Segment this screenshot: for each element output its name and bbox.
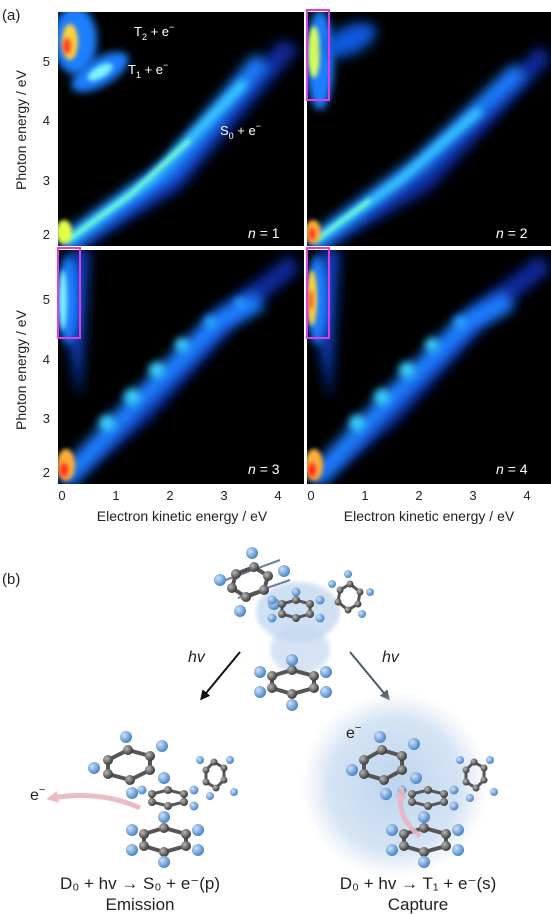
highlight-box: [306, 9, 330, 101]
x-tick: 1: [112, 488, 119, 503]
orbital-cloud: [270, 626, 330, 674]
n-label: n = 1: [248, 225, 280, 241]
capture-label: Capture: [388, 895, 448, 914]
molecule-top-4: [254, 654, 332, 711]
y-tick: 2: [43, 465, 50, 480]
map-n2: n = 2: [307, 12, 551, 246]
emission-label: Emission: [106, 895, 175, 914]
highlight-box: [57, 247, 81, 339]
molecule-top-2: [328, 570, 374, 618]
hv-arrow-right: [349, 651, 390, 701]
panel-a-label: (a): [2, 7, 20, 24]
hv-arrow-left: [200, 651, 241, 701]
x-tick: 2: [166, 488, 173, 503]
map-n4: n = 4: [307, 250, 551, 484]
n-label: n = 2: [496, 225, 528, 241]
y-tick: 4: [43, 113, 50, 128]
highlight-box: [306, 247, 330, 339]
molecule-top-3: [267, 587, 325, 623]
hv-label-right: hv: [382, 649, 400, 666]
map-background: [58, 12, 304, 246]
panel-b-label: (b): [2, 571, 20, 588]
x-axis-label-left: Electron kinetic energy / eV: [97, 508, 268, 524]
emission-equation: D₀ + hv → S₀ + e⁻(p): [60, 874, 220, 893]
molecule-top-1: [214, 547, 291, 617]
x-tick: 4: [523, 488, 530, 503]
x-tick: 3: [469, 488, 476, 503]
annotation-t2: T2 + e−: [134, 22, 174, 42]
x-tick: 1: [361, 488, 368, 503]
molecule-capture-4: [386, 811, 464, 868]
y-tick: 4: [43, 352, 50, 367]
x-tick: 0: [307, 488, 314, 503]
molecule-emission-2: [196, 756, 238, 800]
x-axis-label-right: Electron kinetic energy / eV: [344, 508, 515, 524]
y-tick: 5: [43, 292, 50, 307]
electron-label-capture: e−: [346, 722, 361, 742]
x-tick: 4: [274, 488, 281, 503]
annotation-s0: S0 + e−: [220, 121, 261, 141]
y-axis-label-top: Photon energy / eV: [13, 69, 29, 190]
map-n1: T2 + e− T1 + e− S0 + e− n = 1: [58, 12, 304, 246]
y-ticks-top: 2 3 4 5: [43, 54, 50, 242]
scheme: hv hv: [30, 547, 498, 914]
y-tick: 3: [43, 173, 50, 188]
capture-equation: D₀ + hv → T₁ + e⁻(s): [340, 874, 497, 893]
x-tick: 2: [415, 488, 422, 503]
n-label: n = 3: [248, 461, 280, 477]
x-ticks-right: 0 1 2 3 4: [307, 488, 530, 503]
molecule-capture-2: [456, 756, 498, 802]
y-axis-label-bottom: Photon energy / eV: [13, 309, 29, 430]
x-tick: 3: [220, 488, 227, 503]
map-n3: n = 3: [58, 250, 304, 484]
annotation-t1: T1 + e−: [128, 60, 168, 80]
molecule-emission-1: [88, 731, 170, 799]
molecule-emission-4: [126, 811, 204, 868]
molecule-emission-3: [137, 785, 199, 811]
electron-path-capture: [394, 786, 422, 838]
electron-path-emission: [46, 791, 142, 811]
n-label: n = 4: [496, 461, 528, 477]
electron-label-emission: e−: [30, 784, 45, 804]
y-tick: 5: [43, 54, 50, 69]
x-ticks-left: 0 1 2 3 4: [58, 488, 281, 503]
y-tick: 3: [43, 411, 50, 426]
y-tick: 2: [43, 227, 50, 242]
hv-label-left: hv: [188, 649, 206, 666]
molecule-capture-1: [346, 731, 422, 800]
y-ticks-bottom: 2 3 4 5: [43, 292, 50, 480]
x-tick: 0: [58, 488, 65, 503]
